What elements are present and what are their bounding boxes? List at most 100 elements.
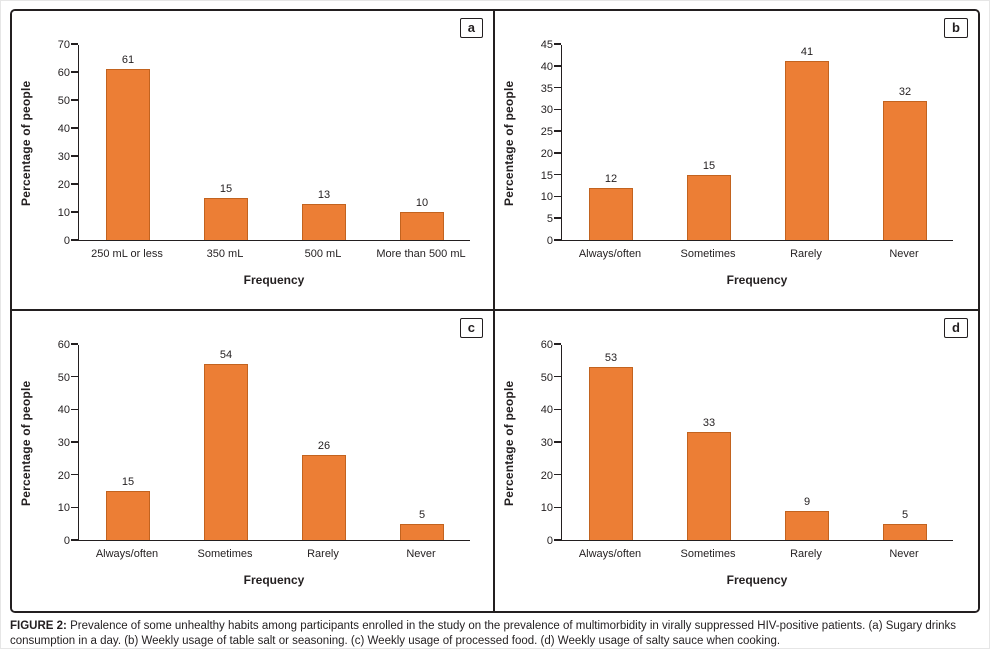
x-tick-label: Never [406,548,436,560]
bar [204,198,248,240]
y-tick-mark [71,408,78,411]
bar-value-label: 32 [898,85,912,98]
figure-caption-text: Prevalence of some unhealthy habits amon… [10,620,957,648]
y-tick-mark [71,127,78,129]
y-tick-mark [554,343,561,345]
y-axis-title: Percentage of people [502,380,516,506]
x-axis-title: Frequency [726,573,788,587]
y-tick-label: 60 [57,67,70,79]
y-tick-mark [71,155,78,157]
figure-caption: FIGURE 2: Prevalence of some unhealthy h… [10,619,980,649]
y-tick-mark [554,86,561,89]
bar [204,363,248,540]
y-tick-label: 0 [63,535,70,547]
x-tick-label: Rarely [307,548,339,560]
x-axis-labels: Always/often Sometimes Rarely Never [78,548,470,560]
y-tick-mark [554,65,561,67]
bar [883,100,927,240]
panel-letter-badge: a [459,18,483,38]
y-tick-mark [554,195,561,198]
y-tick-label: 40 [540,404,553,417]
bar-value-label: 10 [415,197,429,209]
plot-area: 61 15 13 10 [71,43,470,241]
y-axis-ticks: 0 5 10 15 20 25 30 35 40 45 [517,39,553,247]
y-tick-mark [71,539,78,541]
y-tick-mark [554,539,561,541]
bar-value-label: 54 [219,348,233,361]
y-tick-label: 35 [540,82,553,95]
bar-value-label: 13 [317,188,331,201]
bar [687,432,731,540]
bar [687,174,731,240]
y-tick-label: 0 [63,235,70,247]
bar-value-label: 15 [121,476,135,488]
bar-value-label: 9 [803,495,811,508]
y-tick-mark [554,506,561,509]
x-tick-label: Rarely [790,248,822,260]
x-axis-labels: Always/often Sometimes Rarely Never [561,248,953,260]
panel-letter-badge: c [459,318,483,338]
bar-value-label: 5 [418,508,426,521]
chart-panel-d: d Percentage of people 0 10 20 30 40 50 60 53 3… [495,311,978,611]
y-tick-mark [71,441,78,443]
x-tick-label: Always/often [95,548,159,560]
x-tick-label: 250 mL or less [91,248,163,260]
y-tick-label: 20 [540,469,553,482]
y-tick-label: 15 [540,169,553,182]
bar-value-label: 5 [901,508,909,521]
y-tick-mark [71,239,78,241]
y-axis-ticks: 0 10 20 30 40 50 60 [517,339,553,547]
y-tick-mark [71,183,78,185]
x-tick-label: 500 mL [304,248,342,260]
panel-letter-badge: b [944,18,968,38]
y-tick-label: 10 [57,502,70,515]
y-tick-label: 40 [57,404,70,417]
y-tick-label: 20 [57,179,70,191]
y-tick-label: 10 [57,207,70,219]
x-tick-label: Sometimes [197,548,253,560]
y-tick-mark [554,473,561,476]
y-tick-label: 50 [57,371,70,384]
bar [883,523,927,540]
bar [589,366,633,540]
y-tick-mark [71,43,78,45]
y-tick-label: 5 [546,213,553,226]
x-tick-label: Always/often [578,248,642,260]
x-tick-label: Always/often [578,548,642,560]
x-axis-title: Frequency [726,273,788,287]
chart-panel-c: c Percentage of people 0 10 20 30 40 50 60 15 5… [12,311,495,611]
y-tick-label: 45 [540,39,553,51]
y-tick-label: 40 [540,60,553,73]
y-tick-label: 10 [540,502,553,515]
y-tick-mark [554,408,561,411]
y-tick-mark [71,375,78,378]
bar [785,510,829,540]
bar-value-label: 12 [604,172,618,185]
figure-caption-label: FIGURE 2: [10,620,67,632]
y-tick-mark [71,71,78,73]
bar [400,212,444,240]
y-tick-label: 70 [57,39,70,51]
y-tick-mark [554,108,561,111]
y-tick-mark [554,217,561,219]
y-tick-label: 20 [57,469,70,482]
plot-area: 12 15 41 32 [554,43,953,241]
y-tick-label: 30 [57,151,70,163]
x-axis-labels: Always/often Sometimes Rarely Never [561,548,953,560]
bar-value-label: 41 [800,46,814,59]
y-tick-mark [71,99,78,101]
bar [302,203,346,240]
y-axis-title: Percentage of people [502,80,516,206]
bar-value-label: 33 [702,417,716,430]
x-axis-title: Frequency [243,573,305,587]
x-axis-title: Frequency [243,273,305,287]
x-tick-label: Sometimes [680,548,736,560]
y-tick-label: 30 [540,104,553,117]
bar-value-label: 26 [317,440,331,453]
y-tick-mark [71,343,78,345]
y-tick-mark [554,43,561,45]
y-tick-label: 60 [540,339,553,351]
bar [302,455,346,540]
y-tick-label: 30 [57,437,70,449]
